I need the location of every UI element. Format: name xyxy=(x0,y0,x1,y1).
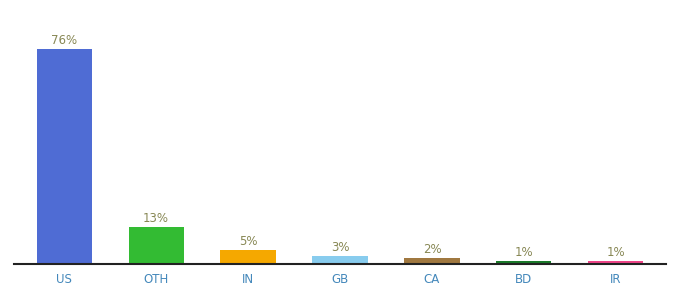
Text: 1%: 1% xyxy=(607,246,625,259)
Bar xyxy=(220,250,275,264)
Text: 3%: 3% xyxy=(330,241,350,254)
Text: 76%: 76% xyxy=(51,34,78,47)
Bar xyxy=(129,227,184,264)
Bar xyxy=(37,49,92,264)
Text: 1%: 1% xyxy=(515,246,533,259)
Text: 2%: 2% xyxy=(423,243,441,256)
Bar xyxy=(496,261,551,264)
Bar xyxy=(405,258,460,264)
Bar xyxy=(312,256,368,264)
Text: 5%: 5% xyxy=(239,235,257,248)
Bar xyxy=(588,261,643,264)
Text: 13%: 13% xyxy=(143,212,169,225)
